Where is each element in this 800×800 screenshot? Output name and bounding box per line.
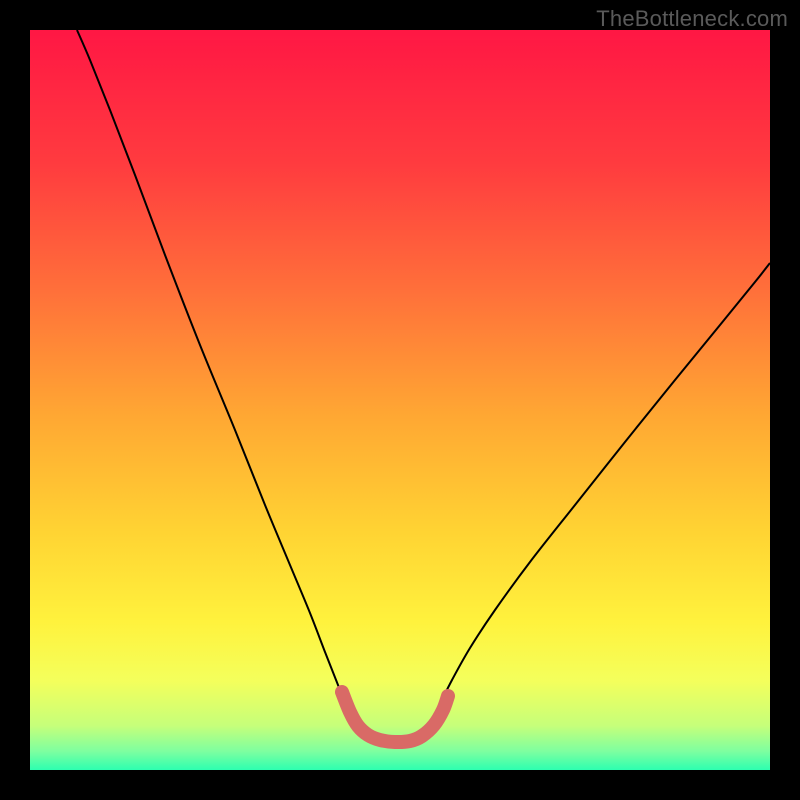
bottleneck-chart	[0, 0, 800, 800]
chart-container: TheBottleneck.com	[0, 0, 800, 800]
watermark-text: TheBottleneck.com	[596, 6, 788, 32]
